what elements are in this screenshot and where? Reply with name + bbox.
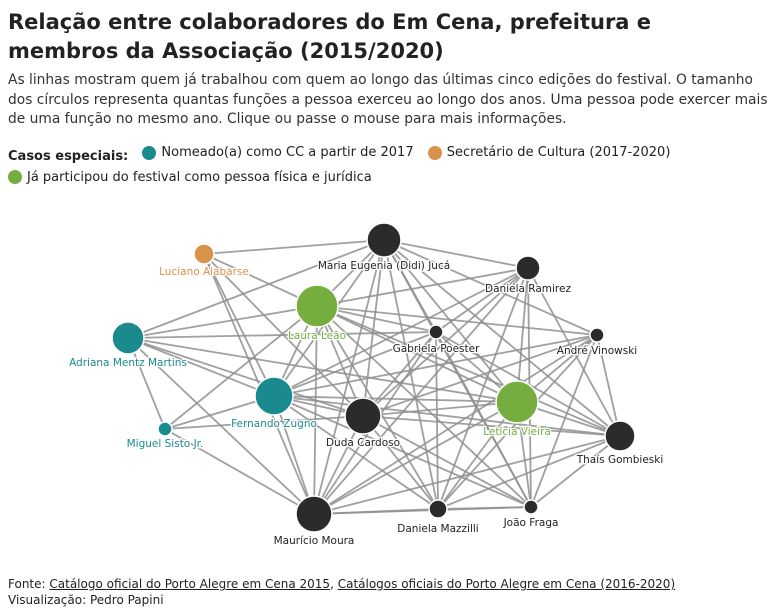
- edge-laura-mauricio: [313, 305, 318, 515]
- edge-fernando-mauricio: [273, 395, 315, 515]
- node-label-miguel: Miguel Sisto Jr.: [127, 438, 204, 450]
- node-label-joao: João Fraga: [503, 517, 559, 529]
- node-label-laura: Laura Leão: [288, 330, 346, 342]
- node-daniela_m[interactable]: [428, 499, 448, 519]
- network-graph: Maria Eugenia (Didi) Jucá Daniela Ramirez…: [68, 222, 665, 549]
- node-adriana[interactable]: [111, 321, 145, 355]
- node-label-duda: Duda Cardoso: [326, 437, 400, 449]
- legend-dot-cc: [142, 145, 157, 160]
- source-separator: ,: [330, 577, 334, 591]
- legend-label: Casos especiais:: [8, 148, 129, 164]
- edge-luciano-fernando: [203, 253, 275, 397]
- edge-duda-joao: [362, 415, 532, 508]
- legend-item-both: Já participou do festival como pessoa fí…: [8, 168, 372, 187]
- edge-daniela_r-duda: [362, 267, 529, 417]
- edge-daniela_r-laura: [316, 267, 529, 307]
- node-label-daniela_m: Daniela Mazzilli: [397, 523, 478, 535]
- node-label-leticia: Letícia Vieira: [483, 426, 551, 438]
- node-label-didi: Maria Eugenia (Didi) Jucá: [318, 260, 450, 272]
- edge-adriana-leticia: [127, 337, 518, 403]
- chart-title: Relação entre colaboradores do Em Cena, …: [8, 10, 652, 63]
- node-duda[interactable]: [344, 397, 382, 435]
- edge-daniela_r-thais: [527, 267, 621, 437]
- node-mauricio[interactable]: [295, 495, 333, 533]
- legend: Casos especiais: Nomeado(a) como CC a pa…: [8, 143, 768, 190]
- source-link-2016-2020[interactable]: Catálogos oficiais do Porto Alegre em Ce…: [337, 577, 676, 591]
- edge-gabriela-daniela_m: [435, 331, 439, 510]
- edge-miguel-mauricio: [164, 428, 315, 515]
- edge-andre-joao: [530, 334, 598, 508]
- node-label-daniela_r: Daniela Ramirez: [485, 283, 571, 295]
- edge-adriana-gabriela: [127, 331, 437, 339]
- edge-duda-thais: [362, 415, 621, 437]
- node-label-mauricio: Maurício Moura: [274, 535, 355, 547]
- node-daniela_r[interactable]: [515, 255, 541, 281]
- node-label-gabriela: Gabriela Poester: [393, 343, 481, 355]
- legend-item-secretario: Secretário de Cultura (2017-2020): [427, 143, 671, 162]
- edge-daniela_m-joao: [437, 506, 532, 510]
- edge-miguel-duda: [164, 415, 364, 430]
- edge-laura-andre: [316, 305, 598, 336]
- node-gabriela[interactable]: [428, 324, 444, 340]
- edge-andre-thais: [596, 334, 621, 437]
- labels-layer: Maria Eugenia (Didi) Jucá Daniela Ramirez…: [68, 259, 665, 549]
- edge-laura-adriana: [127, 305, 318, 339]
- edge-laura-miguel: [164, 305, 318, 430]
- edge-andre-duda: [362, 334, 598, 417]
- node-laura[interactable]: [295, 284, 339, 328]
- node-miguel[interactable]: [157, 421, 173, 437]
- edge-andre-fernando: [273, 334, 598, 397]
- node-leticia[interactable]: [495, 380, 539, 424]
- edge-gabriela-fernando: [273, 331, 437, 397]
- edge-leticia-daniela_m: [437, 401, 518, 510]
- node-label-fernando: Fernando Zugno: [231, 418, 317, 430]
- edge-adriana-fernando: [127, 337, 275, 397]
- node-fernando[interactable]: [254, 376, 294, 416]
- legend-text-both: Já participou do festival como pessoa fí…: [27, 169, 372, 185]
- edge-thais-joao: [530, 435, 621, 508]
- node-didi[interactable]: [366, 222, 402, 258]
- edge-leticia-mauricio: [313, 401, 518, 515]
- node-label-luciano: Luciano Alabarse: [159, 266, 249, 278]
- node-label-adriana: Adriana Mentz Martins: [69, 357, 187, 369]
- edge-didi-luciano: [203, 239, 385, 255]
- edge-laura-thais: [316, 305, 621, 437]
- edge-adriana-duda: [127, 337, 364, 417]
- edge-daniela_r-gabriela: [435, 267, 529, 333]
- edge-didi-daniela_r: [383, 239, 529, 269]
- edge-didi-duda: [362, 239, 385, 417]
- edge-didi-adriana: [127, 239, 385, 339]
- edge-duda-daniela_m: [362, 415, 439, 510]
- node-luciano[interactable]: [193, 243, 215, 265]
- node-label-andre: André Vinowski: [557, 345, 637, 357]
- legend-text-cc: Nomeado(a) como CC a partir de 2017: [161, 145, 414, 160]
- edge-thais-mauricio: [313, 435, 621, 515]
- edge-fernando-leticia: [273, 395, 518, 403]
- edge-duda-leticia: [362, 401, 518, 417]
- footer: Fonte: Catálogo oficial do Porto Alegre …: [8, 576, 675, 608]
- source-line: Fonte: Catálogo oficial do Porto Alegre …: [8, 576, 675, 592]
- legend-dot-secretario: [427, 145, 442, 160]
- legend-dot-both: [8, 170, 22, 184]
- edge-didi-mauricio: [313, 239, 385, 515]
- edge-daniela_r-mauricio: [313, 267, 529, 515]
- edge-andre-mauricio: [313, 334, 598, 515]
- edge-thais-daniela_m: [437, 435, 621, 510]
- visualization-credit: Visualização: Pedro Papini: [8, 593, 164, 607]
- node-joao[interactable]: [523, 499, 539, 515]
- fonte-label: Fonte:: [8, 577, 46, 591]
- edge-fernando-thais: [273, 395, 621, 437]
- edges-layer: [127, 239, 621, 515]
- nodes-layer: [111, 222, 636, 533]
- legend-item-cc: Nomeado(a) como CC a partir de 2017: [142, 143, 414, 162]
- node-label-thais: Thaís Gombieski: [576, 454, 664, 466]
- edge-didi-daniela_m: [383, 239, 439, 510]
- chart-subtitle: As linhas mostram quem já trabalhou com …: [8, 72, 768, 127]
- edge-laura-joao: [316, 305, 532, 508]
- source-link-2015[interactable]: Catálogo oficial do Porto Alegre em Cena…: [49, 577, 331, 591]
- node-thais[interactable]: [604, 420, 636, 452]
- edge-daniela_r-daniela_m: [437, 267, 529, 510]
- legend-text-secretario: Secretário de Cultura (2017-2020): [446, 145, 671, 160]
- node-andre[interactable]: [589, 327, 605, 343]
